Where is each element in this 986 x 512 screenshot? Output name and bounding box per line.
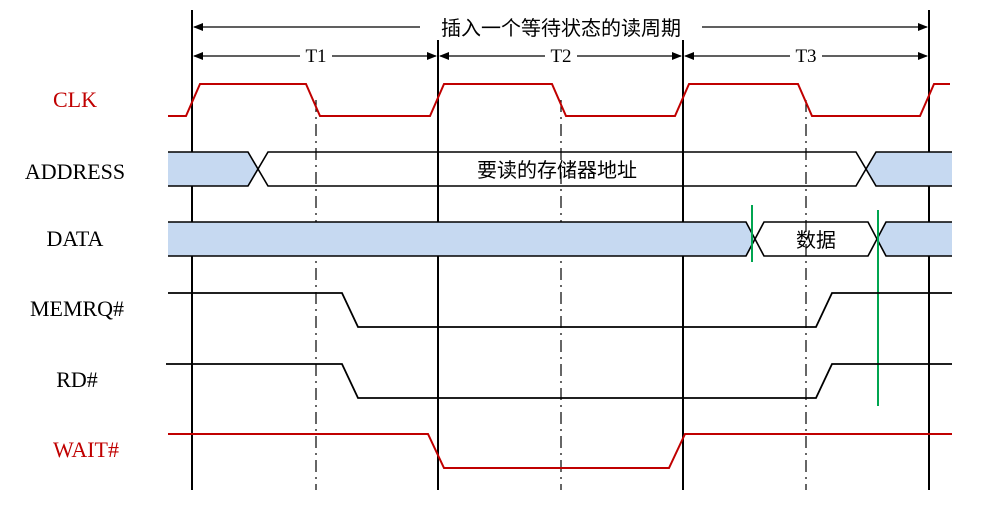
signal-label-rd: RD# bbox=[56, 367, 98, 392]
data-edge-bottom bbox=[168, 221, 952, 257]
address-edge-bottom bbox=[168, 151, 952, 187]
clk-waveform bbox=[168, 83, 950, 117]
period-label-t2: T2 bbox=[550, 46, 571, 67]
address-edge-top bbox=[168, 151, 952, 187]
address-fill-right bbox=[866, 152, 952, 186]
period-label-t1: T1 bbox=[305, 46, 326, 67]
data-fill-left bbox=[168, 222, 755, 256]
memrq-waveform bbox=[168, 292, 952, 328]
data-bus: 数据 bbox=[168, 221, 952, 257]
data-edge-top bbox=[168, 221, 952, 257]
signal-label-data: DATA bbox=[47, 226, 104, 251]
address-text: 要读的存储器地址 bbox=[477, 158, 637, 182]
mid-clock-lines bbox=[315, 100, 807, 490]
signal-label-clk: CLK bbox=[53, 87, 97, 112]
signal-label-memrq: MEMRQ# bbox=[30, 296, 124, 321]
address-fill-left bbox=[168, 152, 258, 186]
rd-waveform bbox=[166, 363, 952, 399]
signal-label-wait: WAIT# bbox=[53, 437, 119, 462]
address-bus: 要读的存储器地址 bbox=[168, 151, 952, 187]
t1-bg bbox=[300, 44, 332, 64]
t3-bg bbox=[790, 44, 822, 64]
title-bg bbox=[420, 14, 702, 40]
diagram-title: 插入一个等待状态的读周期 bbox=[441, 16, 681, 40]
period-label-t3: T3 bbox=[795, 46, 816, 67]
data-text: 数据 bbox=[796, 228, 836, 252]
signal-label-address: ADDRESS bbox=[25, 159, 125, 184]
data-fill-right bbox=[877, 222, 952, 256]
t2-bg bbox=[545, 44, 577, 64]
wait-waveform bbox=[168, 433, 952, 469]
